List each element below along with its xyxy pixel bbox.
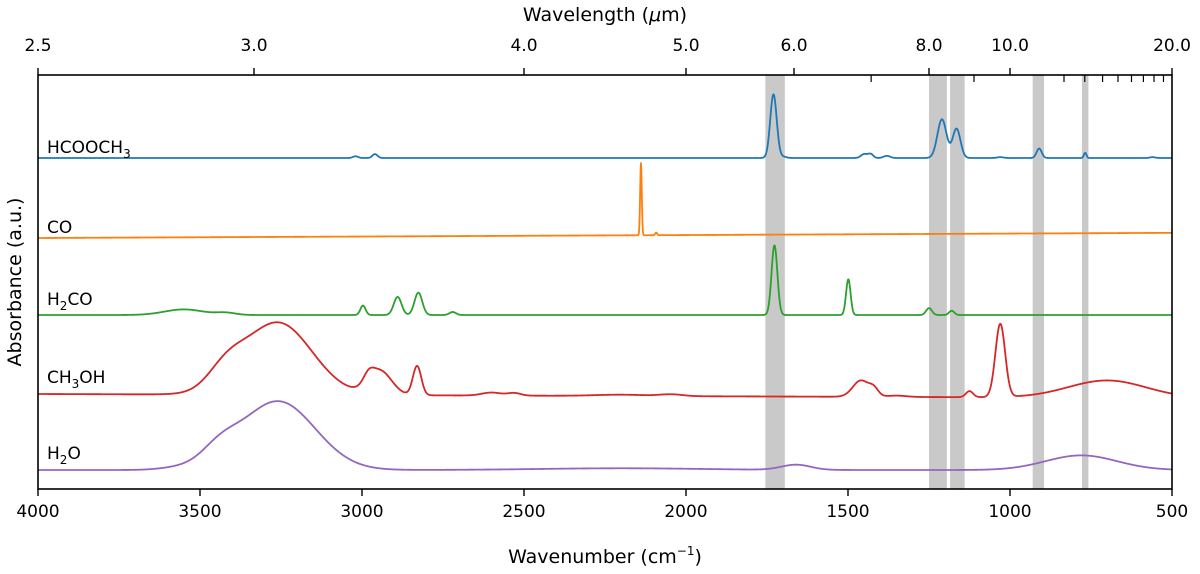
top-tick-label: 2.5 — [24, 36, 51, 56]
top-tick-label: 3.0 — [240, 36, 267, 56]
series-label-h2o: H2O — [47, 444, 81, 467]
shaded-band — [929, 75, 947, 489]
x-tick-label: 3500 — [178, 502, 221, 522]
x-axis-title: Wavenumber (cm−1) — [508, 544, 702, 568]
x-tick-label: 1000 — [988, 502, 1031, 522]
top-tick-label: 6.0 — [780, 36, 807, 56]
series-labels: HCOOCH3 CO H2CO CH3OH H2O — [47, 138, 131, 467]
top-tick-label: 8.0 — [915, 36, 942, 56]
series-label-ch3oh: CH3OH — [47, 368, 105, 391]
shaded-band — [1081, 75, 1089, 489]
series-label-h2co: H2CO — [47, 290, 93, 313]
x-tick-label: 4000 — [16, 502, 59, 522]
series-group — [37, 93, 1173, 471]
x-tick-label: 1500 — [826, 502, 869, 522]
top-tick-label: 5.0 — [672, 36, 699, 56]
series-label-hcooch3: HCOOCH3 — [47, 138, 131, 161]
shaded-band — [1032, 75, 1045, 489]
shaded-band — [765, 75, 785, 489]
x-tick-label: 3000 — [340, 502, 383, 522]
top-tick-label: 20.0 — [1153, 36, 1191, 56]
top-axis: 2.5 3.0 4.0 5.0 6.0 8.0 10.0 20.0 — [24, 36, 1191, 82]
shaded-bands — [765, 75, 1089, 489]
x-tick-label: 2000 — [664, 502, 707, 522]
top-axis-title: Wavelength (μm) — [523, 4, 687, 26]
x-tick-label: 2500 — [502, 502, 545, 522]
shaded-band — [950, 75, 965, 489]
series-line-co — [37, 162, 1173, 239]
series-line-ch3oh — [37, 321, 1173, 399]
y-axis-title: Absorbance (a.u.) — [4, 198, 26, 367]
x-tick-label: 500 — [1156, 502, 1188, 522]
series-line-hcooch3 — [37, 93, 1173, 159]
series-label-co: CO — [47, 218, 72, 238]
series-line-h2o — [37, 400, 1173, 471]
top-tick-label: 4.0 — [510, 36, 537, 56]
series-line-h2co — [37, 244, 1173, 316]
bottom-axis: 4000 3500 3000 2500 2000 1500 1000 500 — [16, 489, 1188, 522]
top-tick-label: 10.0 — [991, 36, 1029, 56]
plot-frame — [37, 74, 1173, 490]
